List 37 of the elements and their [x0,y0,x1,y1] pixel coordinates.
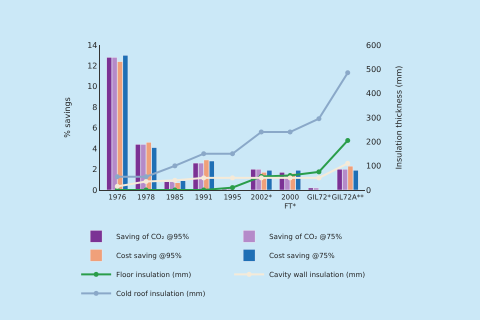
point [258,130,264,134]
point [201,175,206,180]
point [144,174,149,180]
point [230,151,235,156]
point [172,178,178,183]
y2-tick-label: 100 [366,162,382,171]
y2-tick-label: 200 [366,137,382,146]
point [230,185,235,190]
y2-tick-label: 0 [366,186,372,195]
y-tick-label: 10 [87,82,98,92]
point [345,160,350,166]
point [345,70,350,76]
point [114,174,120,180]
point [201,151,206,156]
y-tick-label: 6 [92,124,98,133]
point [316,169,322,174]
y2-axis-title: Insulation thickness (mm) [394,66,404,170]
point [114,184,120,189]
point [172,163,178,168]
point [316,175,322,180]
y2-tick-label: 400 [366,89,382,98]
point [288,130,293,134]
point [230,175,235,180]
y-tick-label: 14 [87,40,98,50]
y2-tick-label: 600 [366,40,382,50]
y-tick-label: 12 [87,62,98,71]
y-axis-title: % savings [62,97,72,138]
point [345,138,350,143]
y2-tick-label: 500 [366,64,382,74]
point [316,116,322,122]
y2-tick-label: 300 [366,113,382,122]
point [144,179,149,184]
y-tick-label: 2 [92,165,98,174]
point [288,175,293,180]
y-tick-label: 0 [92,186,98,195]
y-tick-label: 4 [92,144,98,154]
y-tick-label: 8 [92,102,98,112]
